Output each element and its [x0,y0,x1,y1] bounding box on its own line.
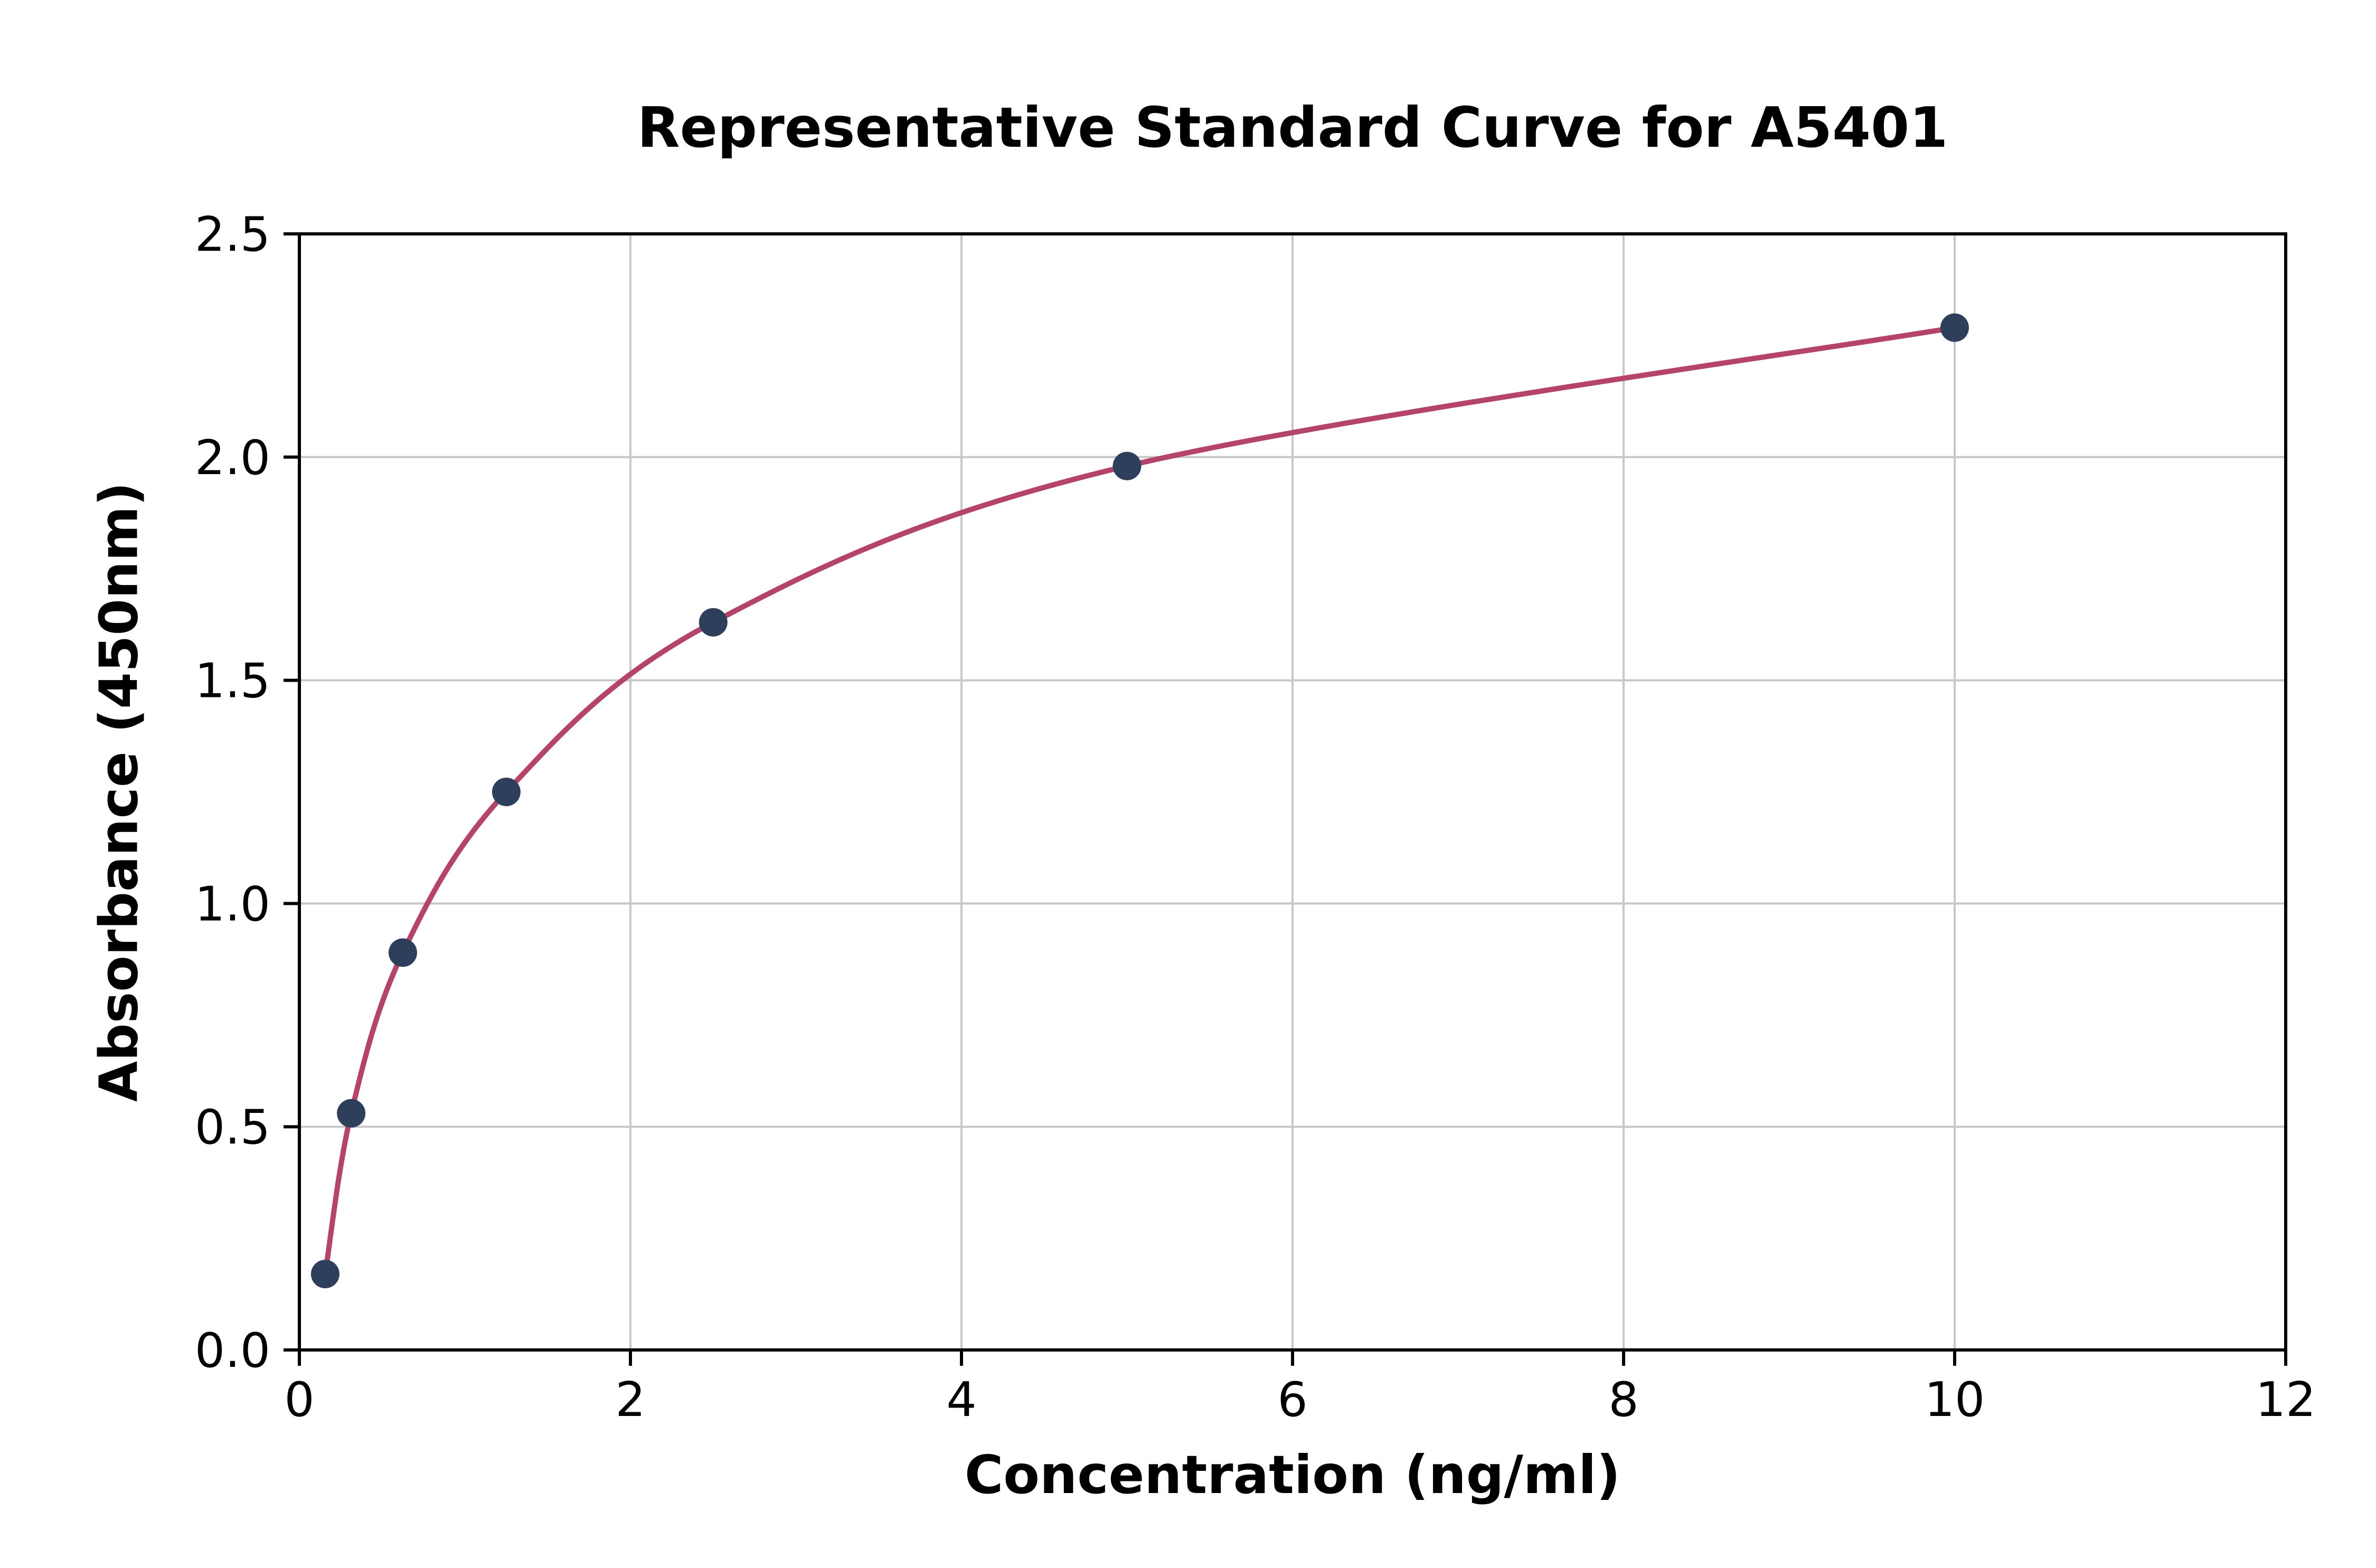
data-point [492,778,521,806]
standard-curve-line [322,325,1957,1277]
x-tick-label: 12 [2256,1372,2316,1428]
x-axis-label: Concentration (ng/ml) [964,1444,1621,1506]
y-tick-label: 0.0 [195,1323,270,1378]
data-point [337,1099,366,1128]
x-tick-label: 6 [1277,1372,1307,1428]
data-point [310,1260,340,1289]
tick-marks [284,232,2287,1366]
tick-labels: 0 2 4 6 8 10 12 0.0 0.5 1.0 1.5 2.0 2.5 [195,207,2316,1428]
y-tick-label: 1.0 [195,876,270,932]
y-tick-label: 1.5 [195,654,270,709]
data-point [1112,451,1142,480]
chart-title: Representative Standard Curve for A5401 [637,96,1948,160]
y-tick-label: 0.5 [195,1100,270,1155]
x-tick-label: 2 [615,1372,645,1428]
x-tick-label: 8 [1608,1372,1638,1428]
x-tick-label: 10 [1925,1372,1985,1428]
gridlines [299,234,2286,1350]
data-point [699,608,728,637]
data-point [1940,313,1969,342]
y-tick-label: 2.5 [195,207,270,262]
x-tick-label: 0 [284,1372,314,1428]
data-point [388,938,417,967]
y-tick-label: 2.0 [195,430,270,486]
data-points [310,313,1969,1289]
x-tick-label: 4 [946,1372,976,1428]
